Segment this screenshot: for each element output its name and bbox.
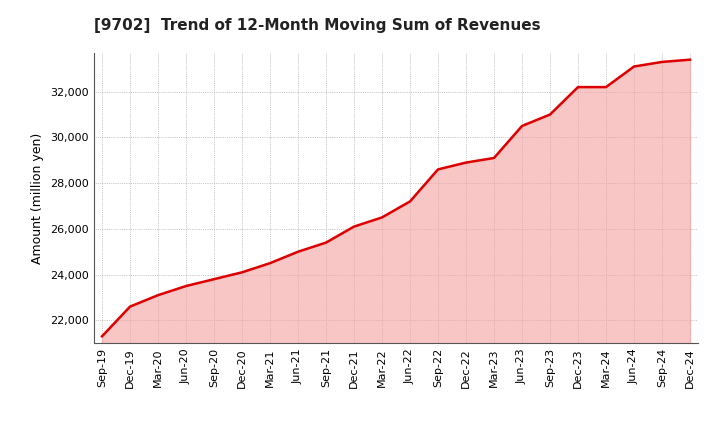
Y-axis label: Amount (million yen): Amount (million yen) [32, 132, 45, 264]
Text: [9702]  Trend of 12-Month Moving Sum of Revenues: [9702] Trend of 12-Month Moving Sum of R… [94, 18, 540, 33]
